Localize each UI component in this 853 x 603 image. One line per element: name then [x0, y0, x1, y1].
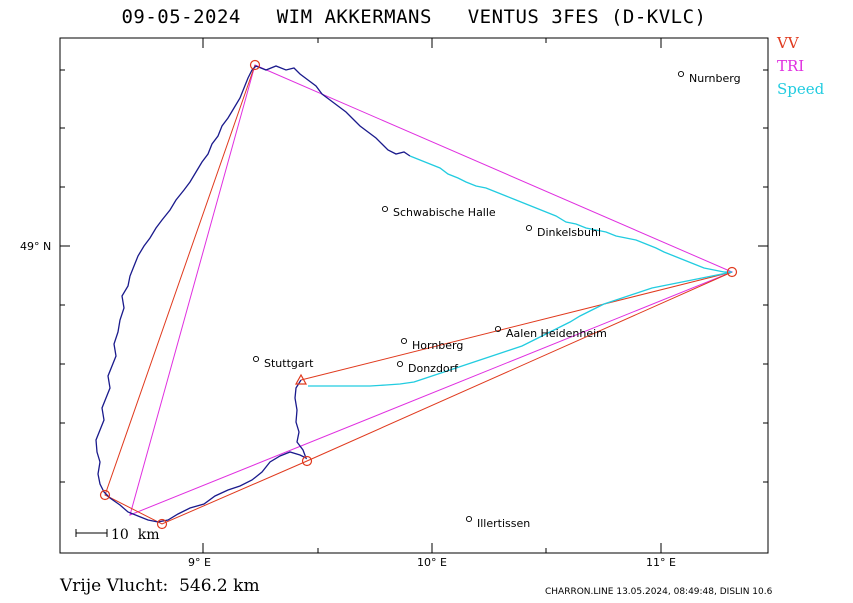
- footer-credit: CHARRON.LINE 13.05.2024, 08:49:48, DISLI…: [545, 587, 773, 597]
- legend-tri: TRI: [777, 57, 805, 75]
- x-tick-label-10e: 10° E: [417, 556, 447, 569]
- city-dinkelsbuhl: Dinkelsbuhl: [525, 224, 601, 239]
- city-label: Hornberg: [412, 339, 463, 352]
- flight-track: [95, 65, 411, 523]
- city-donzdorf: Donzdorf: [396, 360, 459, 375]
- start-marker: [294, 373, 308, 385]
- map-frame: [59, 37, 769, 554]
- city-stuttgart: Stuttgart: [252, 355, 314, 370]
- city-illertissen: Illertissen: [465, 515, 530, 530]
- tri-triangle: [129, 64, 734, 516]
- city-label: Nurnberg: [689, 72, 741, 85]
- turnpoint-marker: [301, 455, 313, 467]
- map-title: 09-05-2024 WIM AKKERMANS VENTUS 3FES (D-…: [121, 6, 707, 28]
- x-tick-label-9e: 9° E: [188, 556, 211, 569]
- city-nurnberg: Nurnberg: [677, 70, 741, 85]
- x-tick-label-11e: 11° E: [646, 556, 676, 569]
- city-hornberg: Hornberg: [400, 337, 463, 352]
- scale-bar: 10 km: [75, 527, 159, 543]
- speed-track: [308, 155, 733, 387]
- legend-vv: VV: [777, 34, 799, 52]
- city-label: Illertissen: [477, 517, 530, 530]
- city-label: Schwabische Halle: [393, 206, 496, 219]
- turnpoint-marker: [156, 518, 168, 530]
- city-label: Dinkelsbuhl: [537, 226, 601, 239]
- turnpoint-marker: [249, 59, 261, 71]
- city-label: Aalen Heidenheim: [506, 327, 607, 340]
- free-flight-distance: Vrije Vlucht: 546.2 km: [60, 576, 260, 596]
- vv-route: [104, 64, 733, 525]
- turnpoint-marker: [726, 266, 738, 278]
- city-schwabische-halle: Schwabische Halle: [381, 205, 496, 219]
- city-aalen-heidenheim: Aalen Heidenheim: [494, 325, 607, 340]
- legend-speed: Speed: [777, 80, 825, 98]
- city-markers: Nurnberg Schwabische Halle Dinkelsbuhl H…: [252, 70, 741, 530]
- turnpoint-marker: [99, 489, 111, 501]
- y-tick-label-49n: 49° N: [20, 240, 51, 253]
- turnpoint-markers: [99, 59, 738, 530]
- city-label: Stuttgart: [264, 357, 314, 370]
- city-label: Donzdorf: [408, 362, 459, 375]
- scale-bar-label: 10 km: [111, 527, 159, 543]
- axis-ticks: [60, 38, 768, 553]
